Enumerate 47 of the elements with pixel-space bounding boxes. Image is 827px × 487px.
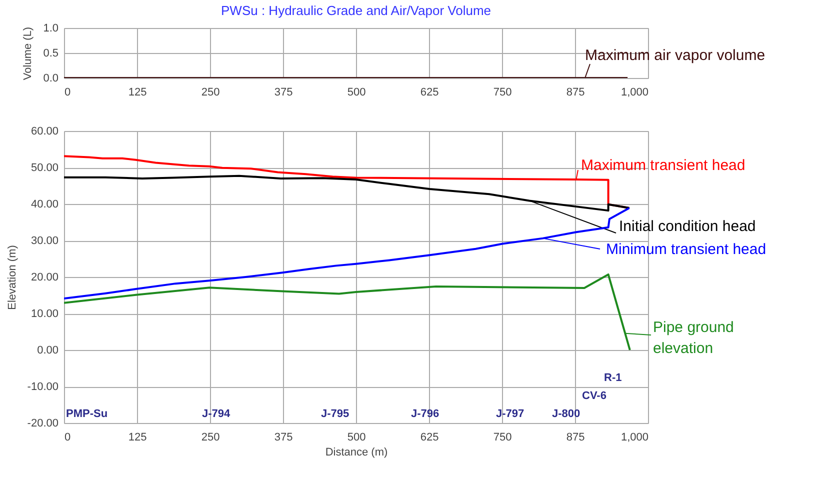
y-tick-label: 0.5 [43, 48, 58, 60]
x-tick-label: 500 [347, 86, 366, 98]
y-tick-label: 20.00 [30, 272, 58, 284]
y-tick-label: 10.00 [30, 308, 58, 320]
legend-label: Maximum transient head [581, 157, 746, 174]
x-tick-label: 125 [128, 86, 147, 98]
annotation: PMP-Su [66, 408, 108, 420]
annotation: J-800 [552, 408, 580, 420]
y-tick-label: 0.00 [37, 344, 58, 356]
x-tick-label: 1,000 [620, 432, 648, 444]
x-tick-label: 250 [201, 86, 220, 98]
x-tick-label: 0 [64, 432, 71, 444]
y-tick-label: 30.00 [30, 235, 58, 247]
x-tick-label: 375 [274, 86, 293, 98]
x-tick-label: 625 [420, 86, 439, 98]
y-tick-label: 50.00 [30, 162, 58, 174]
x-tick-label: 875 [566, 432, 585, 444]
series-label: Initial condition head [619, 218, 756, 235]
annotation: J-795 [321, 408, 350, 420]
x-tick-label: 750 [493, 86, 512, 98]
chart-title: PWSu : Hydraulic Grade and Air/Vapor Volume [221, 3, 491, 18]
x-tick-label: 875 [566, 86, 585, 98]
y-tick-label: -20.00 [27, 418, 58, 430]
x-tick-label: 750 [493, 432, 512, 444]
annotation: CV-6 [582, 390, 606, 402]
annotation: J-797 [496, 408, 524, 420]
x-tick-label: 125 [128, 432, 147, 444]
y-tick-label: 60.00 [30, 126, 58, 138]
x-tick-label: 250 [201, 432, 220, 444]
legend-label: Minimum transient head [606, 241, 766, 258]
y-axis-title: Elevation (m) [6, 245, 18, 310]
x-axis-title: Distance (m) [325, 446, 388, 458]
y-axis-title: Volume (L) [22, 26, 34, 80]
x-tick-label: 625 [420, 432, 439, 444]
y-tick-label: -10.00 [27, 381, 58, 393]
series-label: Maximum air vapor volume [585, 47, 766, 64]
x-tick-label: 375 [274, 432, 293, 444]
legend-label: Pipe ground elevation [653, 319, 734, 357]
annotation: J-796 [411, 408, 440, 420]
y-tick-label: 0.0 [43, 72, 58, 84]
y-tick-label: 1.0 [43, 22, 58, 34]
annotation: J-794 [202, 408, 232, 420]
x-tick-label: 1,000 [620, 86, 648, 98]
y-tick-label: 40.00 [30, 198, 58, 210]
annotation: R-1 [604, 372, 622, 384]
x-tick-label: 0 [64, 86, 71, 98]
x-tick-label: 500 [347, 432, 366, 444]
